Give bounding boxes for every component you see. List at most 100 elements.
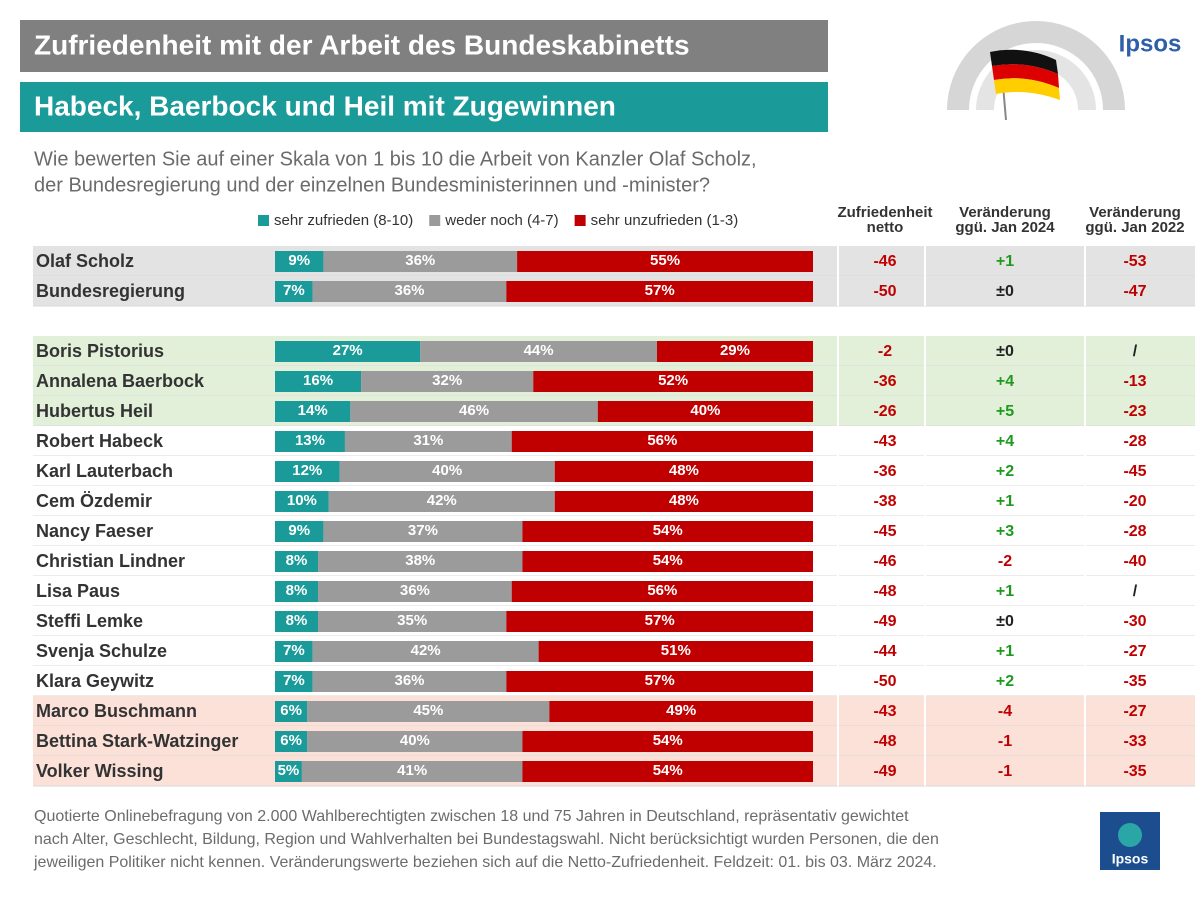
row-label: Bettina Stark-Watzinger xyxy=(36,731,238,751)
column-header: ggü. Jan 2022 xyxy=(1085,219,1184,236)
table-cell: +1 xyxy=(996,583,1014,600)
bar-segment xyxy=(312,281,507,302)
bar-label: 8% xyxy=(286,552,308,569)
table-cell: +1 xyxy=(996,253,1014,270)
legend-label: sehr unzufrieden (1-3) xyxy=(591,212,739,229)
bar-segment xyxy=(275,251,324,272)
table-cell: -28 xyxy=(1123,523,1146,540)
row-label: Lisa Paus xyxy=(36,581,120,601)
column-header: Zufriedenheit xyxy=(837,204,932,221)
bar-label: 16% xyxy=(303,372,333,389)
parliament-icon xyxy=(947,21,1125,121)
column-header: ggü. Jan 2024 xyxy=(955,219,1055,236)
table-cell: -48 xyxy=(873,583,896,600)
bar-label: 51% xyxy=(661,642,691,659)
bar-label: 48% xyxy=(669,462,699,479)
subtitle-box xyxy=(20,82,828,132)
bar-label: 14% xyxy=(298,402,328,419)
bar-segment xyxy=(323,251,518,272)
table-cell: -47 xyxy=(1123,283,1146,300)
bar-segment xyxy=(275,491,329,512)
column-header: Veränderung xyxy=(1089,204,1181,221)
bar-label: 7% xyxy=(283,642,305,659)
table-cell: ±0 xyxy=(996,613,1014,630)
legend-swatch xyxy=(258,215,269,226)
bar-segment xyxy=(275,671,313,692)
bar-segment xyxy=(506,671,813,692)
table-cell: -46 xyxy=(873,253,896,270)
row-label: Marco Buschmann xyxy=(36,701,197,721)
bar-segment xyxy=(312,671,507,692)
table-cell: -23 xyxy=(1123,403,1146,420)
bar-segment xyxy=(511,581,813,602)
bar-label: 40% xyxy=(432,462,462,479)
column-header: Veränderung xyxy=(959,204,1051,221)
bar-label: 54% xyxy=(653,732,683,749)
title-box xyxy=(20,20,828,72)
column-header: netto xyxy=(867,219,904,236)
table-cell: ±0 xyxy=(996,283,1014,300)
table-cell: -44 xyxy=(873,643,896,660)
bar-segment xyxy=(312,641,539,662)
bar-label: 36% xyxy=(394,672,424,689)
table-cell: / xyxy=(1133,583,1138,600)
bar-segment xyxy=(275,341,421,362)
bar-label: 35% xyxy=(397,612,427,629)
bar-label: 57% xyxy=(645,672,675,689)
table-cell: -53 xyxy=(1123,253,1146,270)
bar-segment xyxy=(275,461,340,482)
bar-label: 57% xyxy=(645,282,675,299)
table-cell: -27 xyxy=(1123,643,1146,660)
table-cell: -35 xyxy=(1123,763,1146,780)
bar-label: 55% xyxy=(650,252,680,269)
bar-segment xyxy=(522,521,813,542)
bar-label: 56% xyxy=(647,432,677,449)
bar-label: 42% xyxy=(411,642,441,659)
table-cell: -45 xyxy=(1123,463,1146,480)
bar-segment xyxy=(533,371,813,392)
table-cell: +4 xyxy=(996,373,1014,390)
table-cell: -26 xyxy=(873,403,896,420)
bar-label: 29% xyxy=(720,342,750,359)
bar-label: 49% xyxy=(666,702,696,719)
bar-label: 38% xyxy=(405,552,435,569)
legend-label: weder noch (4-7) xyxy=(444,212,558,229)
bar-label: 56% xyxy=(647,582,677,599)
row-label: Volker Wissing xyxy=(36,761,164,781)
bar-segment xyxy=(517,251,813,272)
bar-segment xyxy=(275,551,319,572)
bar-label: 37% xyxy=(408,522,438,539)
bar-label: 36% xyxy=(400,582,430,599)
row-label: Klara Geywitz xyxy=(36,671,154,691)
table-cell: -2 xyxy=(878,343,892,360)
bar-segment xyxy=(275,581,319,602)
table-cell: +5 xyxy=(996,403,1014,420)
row-label: Karl Lauterbach xyxy=(36,461,173,481)
bar-segment xyxy=(275,281,313,302)
table-cell: +2 xyxy=(996,673,1014,690)
subtitle: Habeck, Baerbock und Heil mit Zugewinnen xyxy=(34,90,616,121)
table-cell: +3 xyxy=(996,523,1014,540)
bar-label: 46% xyxy=(459,402,489,419)
table-cell: +4 xyxy=(996,433,1014,450)
table-cell: +1 xyxy=(996,643,1014,660)
bar-label: 36% xyxy=(394,282,424,299)
table-cell: -36 xyxy=(873,463,896,480)
table-cell: -49 xyxy=(873,613,896,630)
bar-label: 7% xyxy=(283,672,305,689)
bar-label: 6% xyxy=(280,702,302,719)
question: Wie bewerten Sie auf einer Skala von 1 b… xyxy=(34,148,757,170)
bar-label: 41% xyxy=(397,762,427,779)
bar-segment xyxy=(506,281,813,302)
bar-segment xyxy=(554,461,813,482)
bar-label: 9% xyxy=(288,522,310,539)
table-cell: -27 xyxy=(1123,703,1146,720)
bar-label: 57% xyxy=(645,612,675,629)
bar-segment xyxy=(339,461,555,482)
bar-label: 8% xyxy=(286,582,308,599)
bar-label: 54% xyxy=(653,762,683,779)
table-cell: -48 xyxy=(873,733,896,750)
bar-segment xyxy=(350,401,598,422)
row-label: Annalena Baerbock xyxy=(36,371,205,391)
